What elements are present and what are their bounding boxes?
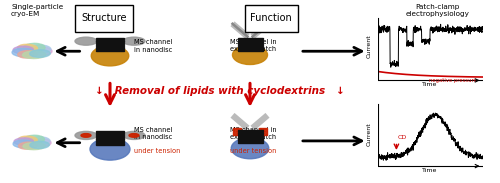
Ellipse shape: [14, 138, 34, 145]
Bar: [238, 135, 262, 136]
Text: Structure: Structure: [81, 13, 126, 23]
Ellipse shape: [24, 43, 45, 52]
Bar: [238, 40, 262, 42]
Bar: [238, 38, 262, 39]
Bar: [234, 128, 241, 135]
Text: MS channel in
excised patch: MS channel in excised patch: [230, 127, 276, 140]
FancyBboxPatch shape: [245, 5, 298, 32]
Text: ↓   Removal of lipids with cyclodextrins   ↓: ↓ Removal of lipids with cyclodextrins ↓: [95, 86, 345, 96]
Bar: [238, 47, 262, 49]
Bar: [238, 50, 262, 51]
Circle shape: [123, 131, 145, 139]
Ellipse shape: [232, 45, 268, 65]
Ellipse shape: [13, 46, 34, 54]
Ellipse shape: [18, 136, 38, 143]
Text: negative pressure: negative pressure: [430, 78, 477, 83]
Ellipse shape: [30, 50, 50, 57]
Bar: [238, 130, 262, 131]
Ellipse shape: [90, 138, 130, 160]
Text: MS channel
in nanodisc: MS channel in nanodisc: [134, 127, 172, 140]
Text: under tension: under tension: [134, 148, 180, 154]
Bar: [96, 143, 124, 145]
Bar: [238, 139, 262, 141]
Text: Function: Function: [250, 13, 292, 23]
Ellipse shape: [91, 46, 129, 66]
Bar: [96, 40, 124, 42]
Bar: [96, 138, 124, 140]
Bar: [96, 136, 124, 137]
Ellipse shape: [32, 47, 52, 55]
Bar: [258, 128, 266, 135]
Circle shape: [129, 134, 139, 137]
Text: Patch-clamp
electrophysiology: Patch-clamp electrophysiology: [406, 4, 469, 17]
Text: Current: Current: [366, 123, 372, 146]
Ellipse shape: [29, 45, 51, 53]
Text: MS channel
in nanodisc: MS channel in nanodisc: [134, 39, 172, 53]
Text: MS channel in
excised patch: MS channel in excised patch: [230, 39, 276, 53]
Bar: [96, 141, 124, 142]
Bar: [238, 43, 262, 44]
Ellipse shape: [18, 44, 38, 52]
Bar: [96, 47, 124, 49]
Ellipse shape: [24, 135, 44, 143]
Bar: [96, 134, 124, 135]
Text: Time: Time: [422, 82, 438, 87]
Circle shape: [75, 37, 97, 45]
Ellipse shape: [18, 51, 38, 58]
Text: Single-particle
cryo-EM: Single-particle cryo-EM: [11, 4, 63, 17]
Ellipse shape: [231, 138, 269, 159]
Bar: [96, 131, 124, 133]
Ellipse shape: [30, 137, 50, 144]
Bar: [96, 45, 124, 46]
Ellipse shape: [30, 141, 50, 149]
Circle shape: [81, 134, 91, 137]
Bar: [238, 142, 262, 143]
Circle shape: [123, 37, 145, 45]
Ellipse shape: [32, 139, 51, 147]
Ellipse shape: [18, 142, 37, 149]
Bar: [238, 45, 262, 46]
Ellipse shape: [12, 48, 34, 57]
Ellipse shape: [22, 51, 46, 59]
Bar: [238, 137, 262, 139]
Text: Time: Time: [422, 168, 438, 173]
Text: Current: Current: [366, 34, 372, 58]
FancyBboxPatch shape: [75, 5, 132, 32]
Bar: [96, 50, 124, 51]
Circle shape: [75, 131, 97, 139]
Text: CD: CD: [398, 135, 406, 140]
Bar: [96, 38, 124, 39]
Text: under tension: under tension: [230, 148, 276, 154]
Bar: [96, 43, 124, 44]
Ellipse shape: [23, 143, 46, 150]
Ellipse shape: [13, 140, 34, 148]
Bar: [238, 132, 262, 134]
